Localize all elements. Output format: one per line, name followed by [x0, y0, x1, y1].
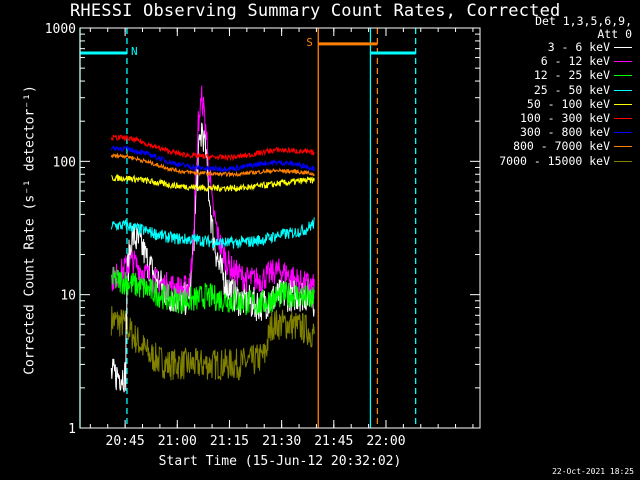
- y-tick-label-2: 100: [53, 155, 76, 170]
- y-tick-label-0: 1: [68, 422, 76, 437]
- legend-entry-8: 7000 - 15000 keV: [480, 154, 640, 168]
- x-axis-label: Start Time (15-Jun-12 20:32:02): [158, 454, 402, 469]
- y-axis: 1 10 100 1000: [45, 22, 480, 437]
- legend-swatch-8: [614, 160, 632, 162]
- series-line-8: [110, 306, 315, 381]
- legend-entry-5: 100 - 300 keV: [480, 111, 640, 125]
- legend-label-8: 7000 - 15000 keV: [499, 153, 610, 168]
- flag-bars: NS: [80, 36, 416, 58]
- legend-swatch-1: [614, 61, 632, 63]
- legend-swatch-4: [614, 103, 632, 105]
- legend-label-4: 50 - 100 keV: [526, 96, 610, 111]
- attenuator-info: Att 0: [597, 27, 632, 41]
- legend-swatch-0: [614, 47, 632, 48]
- legend-label-7: 800 - 7000 keV: [513, 139, 610, 154]
- legend-label-6: 300 - 800 keV: [519, 125, 610, 140]
- series-line-1: [110, 85, 315, 302]
- series-lines: [110, 85, 315, 393]
- detector-info: Det 1,3,5,6,9,: [535, 14, 632, 28]
- series-line-3: [110, 217, 315, 250]
- x-tick-label-4: 21:45: [314, 434, 353, 449]
- chart-title: RHESSI Observing Summary Count Rates, Co…: [70, 1, 561, 21]
- legend-entry-2: 12 - 25 keV: [480, 68, 640, 82]
- x-tick-label-1: 21:00: [158, 434, 197, 449]
- legend-swatch-3: [614, 89, 632, 91]
- legend-swatch-6: [614, 132, 632, 134]
- timestamp: 22-Oct-2021 18:25: [552, 467, 634, 476]
- x-tick-label-5: 22:00: [366, 434, 405, 449]
- y-tick-label-3: 1000: [45, 22, 76, 37]
- series-line-4: [111, 174, 315, 193]
- legend-label-5: 100 - 300 keV: [519, 110, 610, 125]
- flag-label-0: N: [131, 45, 138, 58]
- x-tick-label-3: 21:30: [262, 434, 301, 449]
- legend-entry-6: 300 - 800 keV: [480, 125, 640, 139]
- legend-entry-0: 3 - 6 keV: [480, 40, 640, 54]
- series-line-5: [110, 134, 315, 162]
- plot-frame: [79, 27, 481, 429]
- legend-entry-7: 800 - 7000 keV: [480, 139, 640, 153]
- flag-label-1: S: [306, 36, 313, 49]
- legend-entry-3: 25 - 50 keV: [480, 83, 640, 97]
- x-axis: 20:45 21:00 21:15 21:30 21:45 22:00: [89, 28, 474, 449]
- legend-swatch-5: [614, 117, 632, 119]
- legend-label-3: 25 - 50 keV: [533, 82, 610, 97]
- y-axis-label: Corrected Count Rate (s⁻¹ detector⁻¹): [22, 85, 38, 375]
- x-tick-label-2: 21:15: [210, 434, 249, 449]
- series-line-2: [110, 266, 315, 316]
- series-line-6: [110, 145, 315, 173]
- legend-entry-1: 6 - 12 keV: [480, 54, 640, 68]
- legend-label-2: 12 - 25 keV: [533, 68, 610, 83]
- legend-label-0: 3 - 6 keV: [547, 40, 610, 54]
- legend-swatch-7: [614, 146, 632, 148]
- y-tick-label-1: 10: [60, 289, 76, 304]
- legend-label-1: 6 - 12 keV: [540, 54, 610, 69]
- legend-swatch-2: [614, 75, 632, 77]
- series-line-7: [110, 152, 315, 178]
- x-tick-label-0: 20:45: [106, 434, 145, 449]
- legend-entry-4: 50 - 100 keV: [480, 97, 640, 111]
- legend: 3 - 6 keV 6 - 12 keV 12 - 25 keV 25 - 50 ke…: [480, 40, 640, 168]
